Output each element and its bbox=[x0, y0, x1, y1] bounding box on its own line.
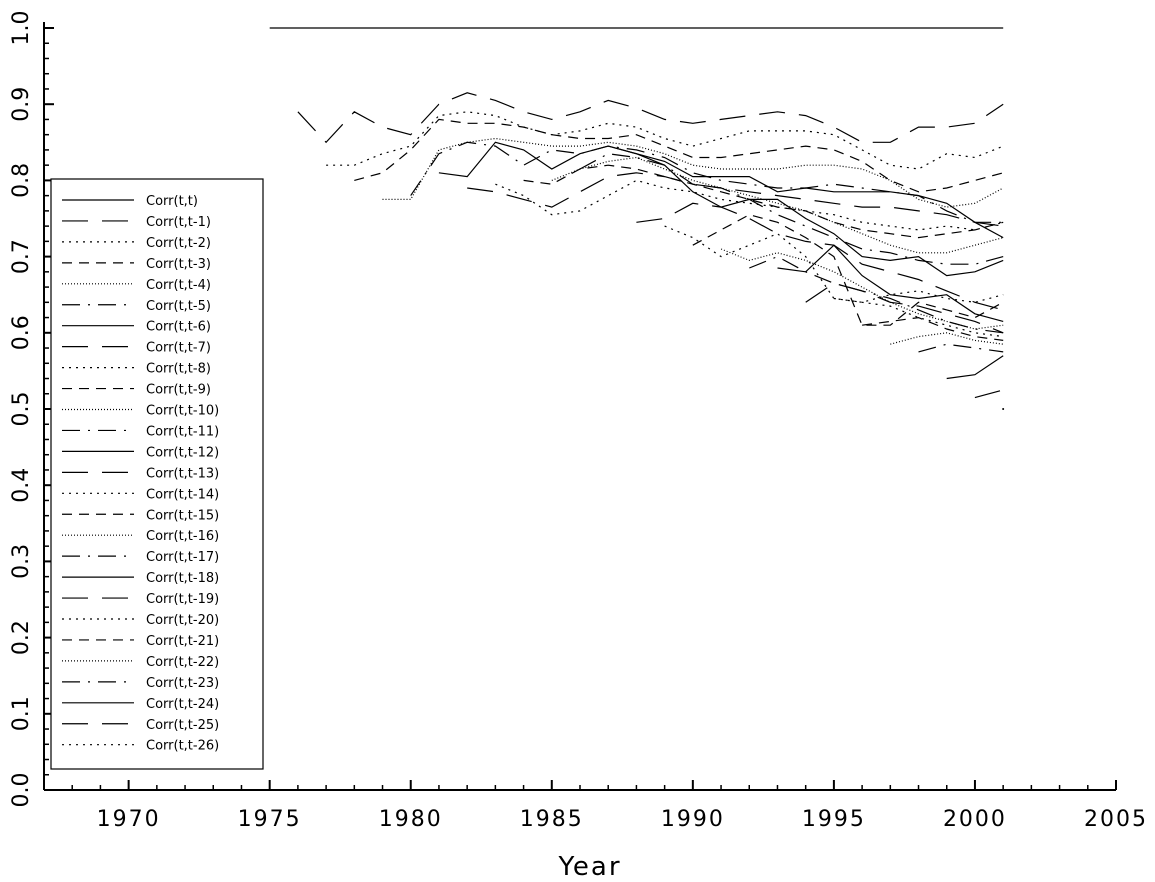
y-tick-label: 0.0 bbox=[9, 773, 34, 808]
legend-label: Corr(t,t-1) bbox=[146, 215, 211, 230]
legend-label: Corr(t,t-13) bbox=[146, 466, 219, 481]
plot-area bbox=[269, 27, 1005, 410]
legend-label: Corr(t,t-17) bbox=[146, 550, 219, 565]
legend-label: Corr(t,t-10) bbox=[146, 404, 219, 419]
x-tick-label: 1975 bbox=[238, 807, 302, 832]
legend-label: Corr(t,t-4) bbox=[146, 278, 211, 293]
series-line-8 bbox=[495, 179, 1004, 231]
series-line-13 bbox=[636, 202, 1004, 311]
series-line-16 bbox=[720, 248, 1004, 330]
legend-label: Corr(t,t-24) bbox=[146, 697, 219, 712]
y-tick-label: 0.1 bbox=[9, 696, 34, 731]
legend-box bbox=[50, 178, 264, 770]
x-tick-label: 2005 bbox=[1084, 807, 1148, 832]
series-line-11 bbox=[579, 153, 1004, 265]
x-tick-label: 1980 bbox=[379, 807, 443, 832]
legend-label: Corr(t,t-20) bbox=[146, 613, 219, 628]
series-line-7 bbox=[467, 172, 1004, 227]
series-line-22 bbox=[890, 332, 1004, 345]
series-line-14 bbox=[664, 225, 1004, 303]
series-line-17 bbox=[749, 255, 1004, 334]
y-tick-label: 0.6 bbox=[9, 315, 34, 350]
x-tick-label: 1995 bbox=[802, 807, 866, 832]
series-line-19 bbox=[805, 282, 1004, 334]
legend-label: Corr(t,t-2) bbox=[146, 236, 211, 251]
x-axis-title: Year bbox=[557, 852, 621, 882]
legend-label: Corr(t,t-23) bbox=[146, 676, 219, 691]
x-tick-label: 1970 bbox=[97, 807, 161, 832]
series-line-24 bbox=[946, 355, 1004, 380]
y-tick-label: 0.2 bbox=[9, 620, 34, 655]
series-line-25 bbox=[974, 389, 1004, 399]
y-tick-label: 0.5 bbox=[9, 392, 34, 427]
axes: 0.0 0.1 0.2 0.3 0.4 0.5 0.6 0.7 0.8 0.9 1.0 1970 197… bbox=[9, 11, 1148, 833]
legend-label: Corr(t,t-11) bbox=[146, 424, 219, 439]
legend-label: Corr(t,t-8) bbox=[146, 362, 211, 377]
y-tick-label: 1.0 bbox=[9, 11, 34, 46]
legend-label: Corr(t,t-19) bbox=[146, 592, 219, 607]
series-line-23 bbox=[918, 343, 1004, 353]
series-line-4 bbox=[382, 137, 1004, 208]
x-tick-label: 1990 bbox=[661, 807, 725, 832]
y-tick-label: 0.9 bbox=[9, 87, 34, 122]
series-line-21 bbox=[862, 316, 1004, 341]
series-line-15 bbox=[692, 214, 1004, 326]
legend-label: Corr(t,t-16) bbox=[146, 529, 219, 544]
legend-label: Corr(t,t-21) bbox=[146, 634, 219, 649]
legend-label: Corr(t,t-25) bbox=[146, 718, 219, 733]
series-line-2 bbox=[326, 111, 1004, 170]
y-tick-label: 0.8 bbox=[9, 163, 34, 198]
y-tick-label: 0.3 bbox=[9, 544, 34, 579]
legend-label: Corr(t,t-14) bbox=[146, 487, 219, 502]
legend-label: Corr(t,t) bbox=[146, 194, 198, 209]
y-tick-label: 0.7 bbox=[9, 239, 34, 274]
legend-label: Corr(t,t-18) bbox=[146, 571, 219, 586]
series-line-12 bbox=[608, 145, 1004, 277]
legend-label: Corr(t,t-6) bbox=[146, 320, 211, 335]
series-line-18 bbox=[777, 244, 1004, 322]
series-line-1 bbox=[297, 92, 1004, 144]
legend-label: Corr(t,t-9) bbox=[146, 383, 211, 398]
series-line-3 bbox=[354, 118, 1004, 193]
legend-label: Corr(t,t-5) bbox=[146, 299, 211, 314]
series-line-6 bbox=[438, 141, 1004, 239]
series-line-9 bbox=[523, 164, 1004, 239]
legend: Corr(t,t) Corr(t,t-1) Corr(t,t-2) Corr(t,t-… bbox=[50, 178, 264, 770]
legend-label: Corr(t,t-3) bbox=[146, 257, 211, 272]
series-line-10 bbox=[551, 156, 1004, 254]
legend-label: Corr(t,t-15) bbox=[146, 508, 219, 523]
legend-label: Corr(t,t-7) bbox=[146, 341, 211, 356]
x-tick-label: 2000 bbox=[943, 807, 1007, 832]
x-tick-label: 1985 bbox=[520, 807, 584, 832]
legend-label: Corr(t,t-22) bbox=[146, 655, 219, 670]
series-line-20 bbox=[833, 297, 1004, 338]
series-point-26 bbox=[1002, 408, 1005, 410]
legend-label: Corr(t,t-26) bbox=[146, 739, 219, 754]
y-tick-label: 0.4 bbox=[9, 468, 34, 503]
legend-label: Corr(t,t-12) bbox=[146, 445, 219, 460]
